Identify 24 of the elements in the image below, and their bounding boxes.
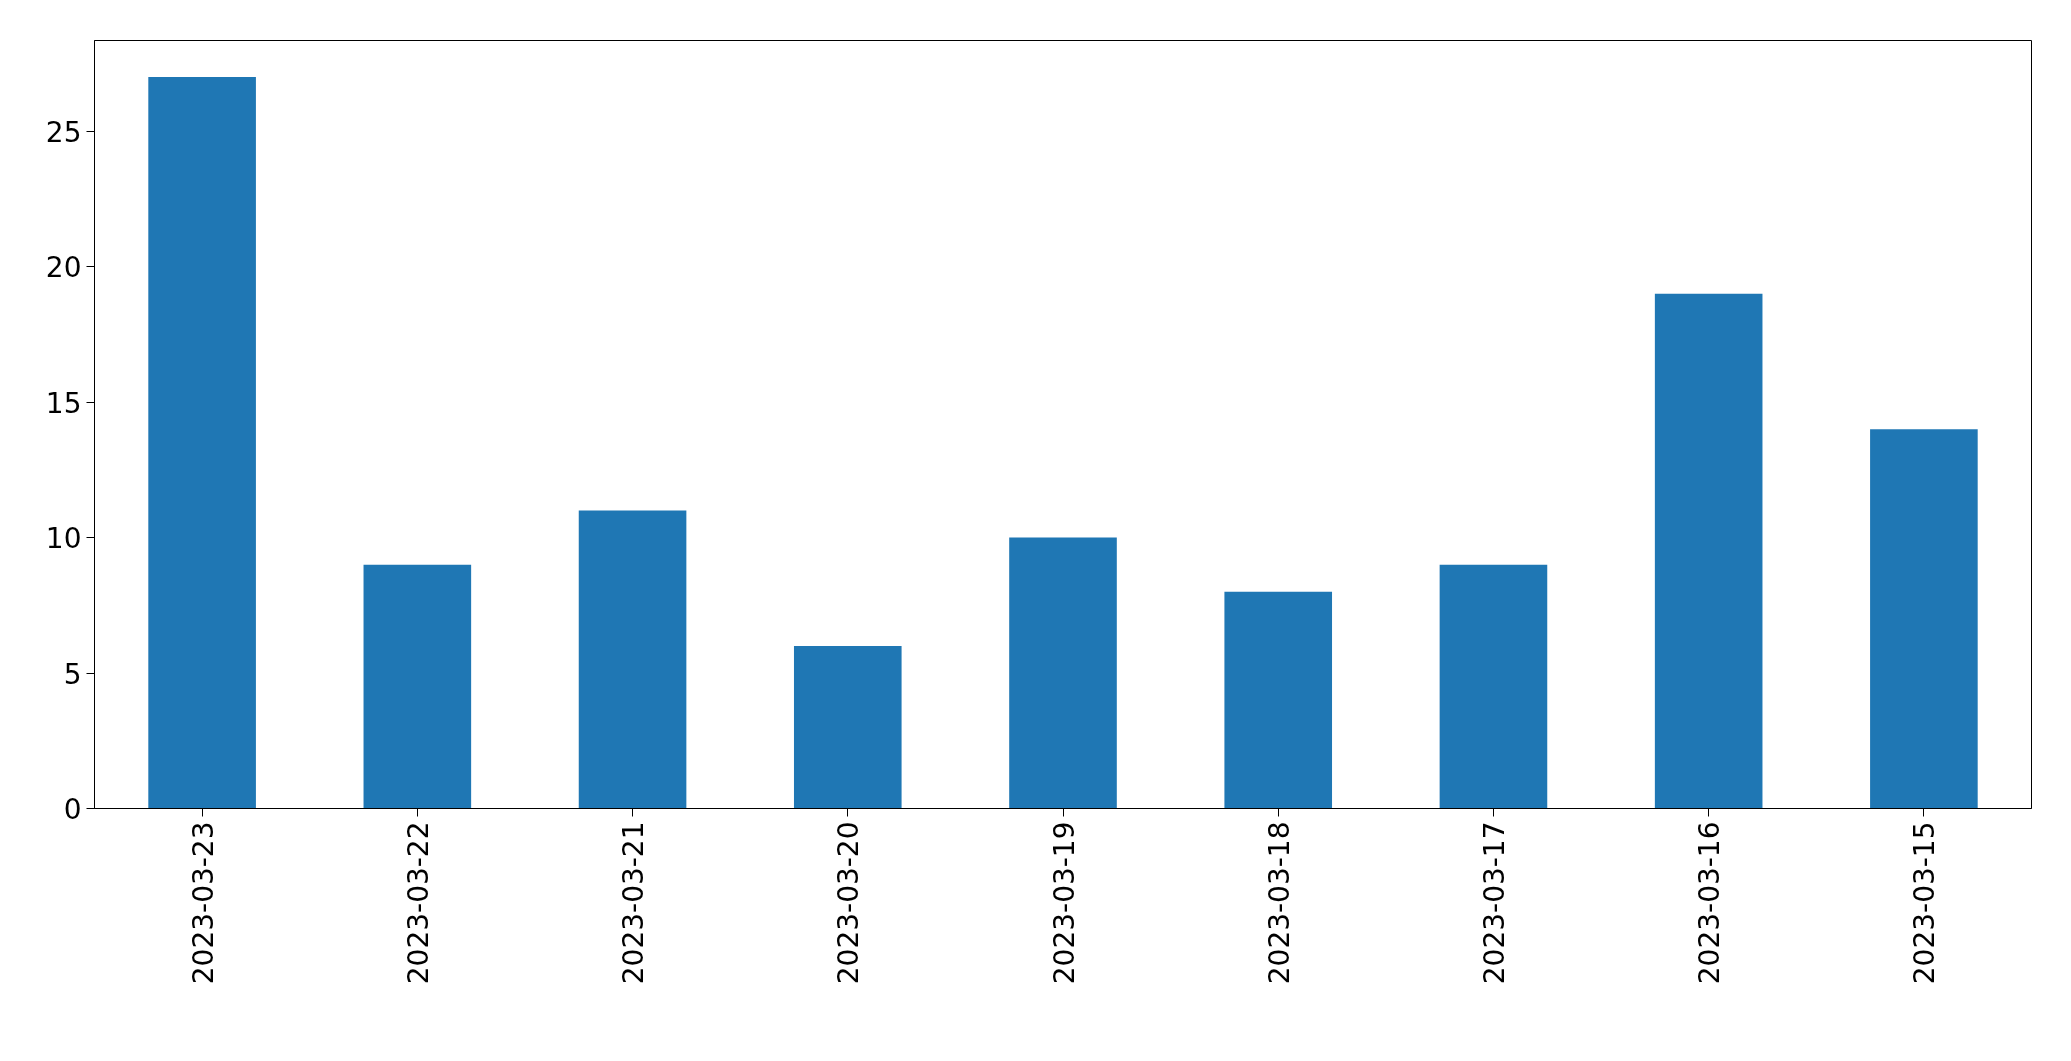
bar bbox=[363, 564, 472, 809]
y-tick-label: 10 bbox=[45, 522, 82, 556]
x-tick-label: 2023-03-18 bbox=[1262, 821, 1296, 985]
y-tick-label: 15 bbox=[45, 386, 82, 420]
y-tick-label: 0 bbox=[63, 793, 82, 826]
bar bbox=[1654, 293, 1763, 809]
x-tick-label: 2023-03-15 bbox=[1908, 821, 1942, 985]
bar bbox=[1224, 591, 1333, 809]
bar bbox=[1009, 537, 1117, 809]
y-tick-label: 25 bbox=[45, 115, 82, 149]
x-tick-label: 2023-03-19 bbox=[1047, 821, 1081, 985]
x-tick-label: 2023-03-16 bbox=[1693, 821, 1727, 985]
x-tick-label: 2023-03-22 bbox=[401, 821, 435, 985]
bar bbox=[578, 510, 687, 809]
y-tick-label: 20 bbox=[45, 251, 82, 285]
bar bbox=[793, 645, 902, 809]
bar bbox=[1870, 429, 1978, 809]
y-tick-label: 5 bbox=[63, 657, 82, 691]
bar bbox=[1439, 564, 1548, 809]
x-tick-label: 2023-03-21 bbox=[617, 821, 651, 985]
x-tick-label: 2023-03-17 bbox=[1477, 821, 1511, 985]
bar bbox=[148, 77, 256, 809]
x-tick-label: 2023-03-23 bbox=[186, 821, 220, 985]
x-tick-label: 2023-03-20 bbox=[832, 821, 866, 985]
